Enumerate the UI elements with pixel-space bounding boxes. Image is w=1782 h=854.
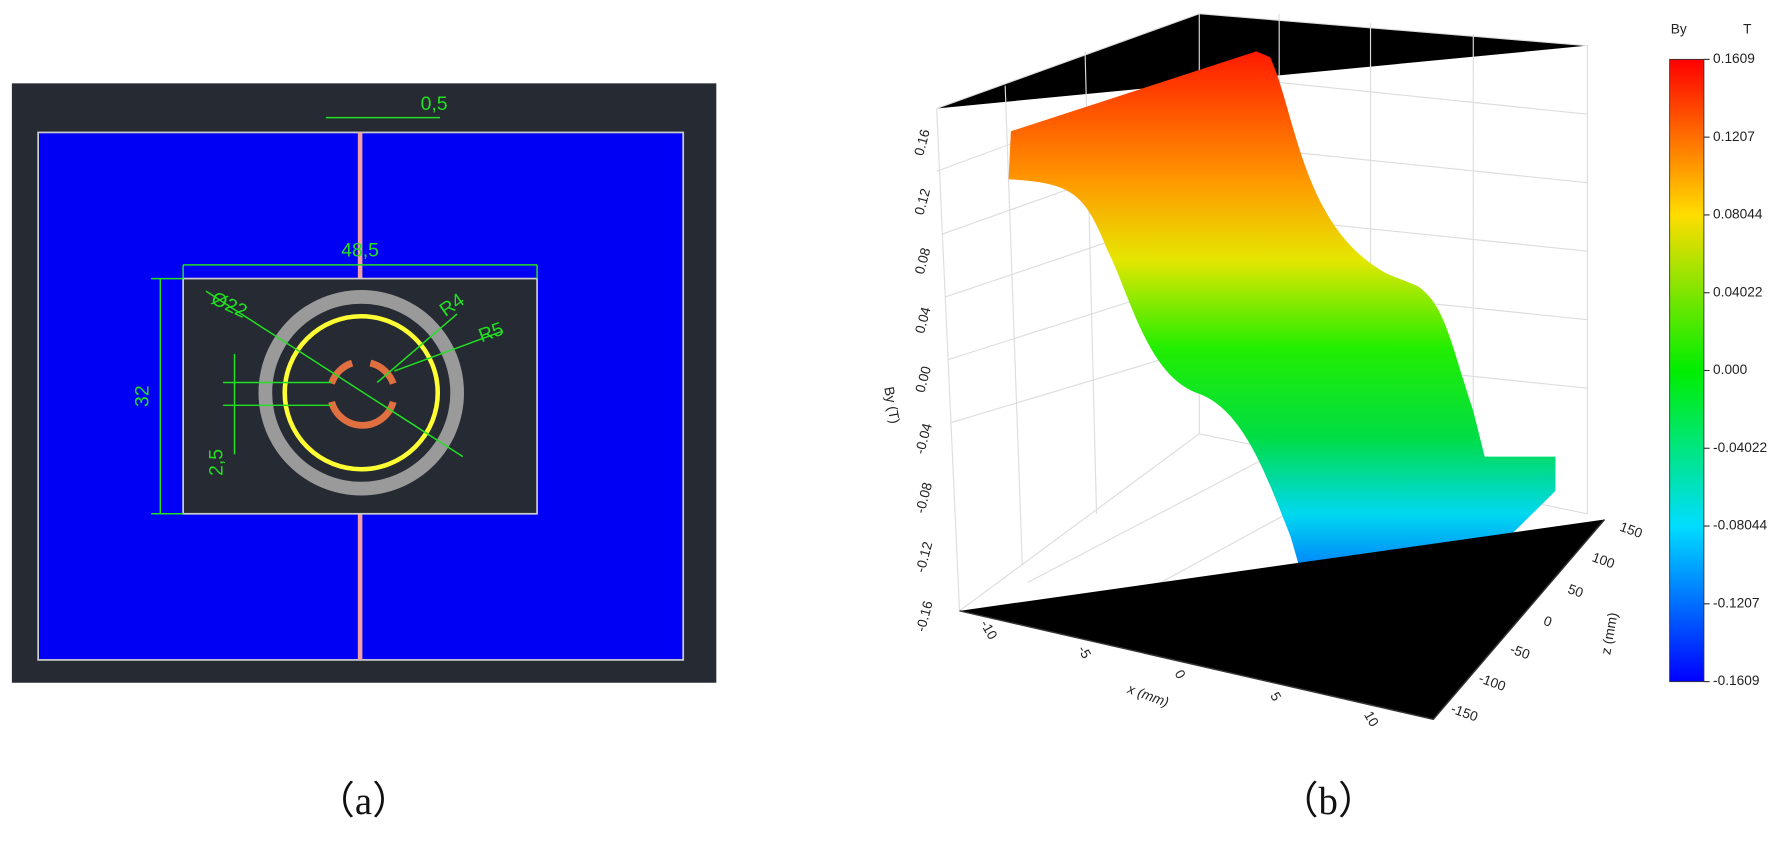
caption: （a） (316, 780, 411, 823)
x-tick-label: 10 (1361, 708, 1382, 729)
colorbar-tick-label: -0.08044 (1713, 518, 1767, 533)
colorbar-tick-label: 0.1609 (1713, 51, 1755, 66)
colorbar-tick-label: 0.08044 (1713, 207, 1763, 222)
ticks: 0.16 0.12 0.08 0.04 0.00 -0.04 -0.08 -0.12 -0.16… (911, 51, 1767, 730)
ring-hole (272, 303, 451, 482)
colorbar-unit: T (1743, 21, 1752, 36)
x-axis-label: x (mm) (1125, 681, 1171, 710)
y-tick-label: -0.16 (913, 599, 936, 633)
y-axis-label: By (T) (881, 386, 902, 425)
colorbar-tick-label: -0.1207 (1713, 595, 1759, 610)
y-tick-label: 0.12 (912, 187, 933, 217)
x-tick-label: -10 (977, 617, 1000, 642)
dimension-label: 48,5 (341, 239, 379, 261)
c-shape (328, 359, 397, 429)
colorbar-tick-label: 0.000 (1713, 362, 1748, 377)
x-tick-label: -5 (1075, 643, 1094, 661)
y-tick-label: -0.12 (913, 540, 936, 574)
colorbar-tick-label: 0.04022 (1713, 284, 1762, 299)
colorbar (1669, 58, 1705, 683)
y-tick-label: 0.04 (912, 305, 933, 335)
y-tick-label: -0.08 (913, 480, 936, 514)
dimension-label: 32 (131, 385, 153, 407)
caption: （b） (1280, 780, 1377, 823)
z-axis-label: z (mm) (1598, 611, 1620, 656)
z-tick-label: 0 (1542, 613, 1555, 630)
colorbar-title: By (1671, 21, 1687, 36)
z-tick-label: 50 (1566, 581, 1586, 600)
yellow-circle (282, 313, 441, 472)
x-tick-label: 5 (1267, 690, 1284, 704)
colorbar-tick-label: 0.1207 (1713, 129, 1755, 144)
z-tick-label: -150 (1449, 701, 1480, 725)
z-tick-label: -100 (1477, 671, 1508, 695)
colorbar-tick-label: -0.04022 (1713, 440, 1767, 455)
z-tick-label: 150 (1618, 519, 1645, 541)
y-tick-label: 0.08 (912, 246, 933, 276)
colorbar-tick-label: -0.1609 (1713, 673, 1759, 688)
z-tick-label: -50 (1508, 641, 1532, 662)
surface (1008, 51, 1556, 646)
dimension-lines (151, 116, 538, 515)
axis-lines (959, 518, 1606, 721)
dimension-label: 0,5 (421, 93, 448, 115)
z-tick-label: 100 (1590, 550, 1617, 572)
x-tick-label: 0 (1172, 667, 1189, 681)
y-tick-label: 0.16 (911, 127, 932, 157)
y-tick-label: 0.00 (913, 364, 934, 394)
y-tick-label: -0.04 (912, 421, 935, 455)
dimension-label: 2,5 (206, 449, 228, 476)
